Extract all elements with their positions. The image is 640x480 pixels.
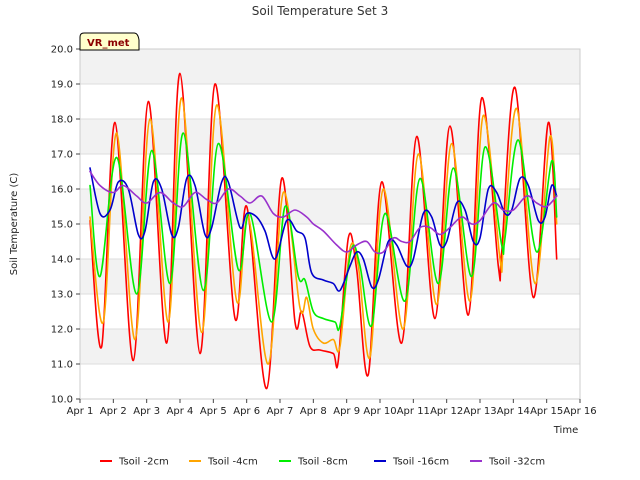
series-line-tsoil-8cm [89,132,558,332]
x-tick-label: Apr 1 [67,406,94,417]
x-tick-label: Apr 3 [133,406,160,417]
legend-label-tsoil-8cm: Tsoil -8cm [297,457,348,468]
x-tick-label: Apr 6 [233,406,260,417]
plot-band [80,84,580,119]
x-tick-label: Apr 16 [563,406,596,417]
plot-band [80,119,580,154]
plot-band [80,329,580,364]
y-tick-label: 10.0 [51,395,73,406]
series-line-tsoil-16cm [89,167,558,292]
x-tick-label: Apr 2 [100,406,127,417]
legend-label-tsoil-4cm: Tsoil -4cm [207,457,258,468]
y-tick-label: 13.0 [51,290,73,301]
x-axis-ticks: Apr 1 Apr 2 Apr 3 Apr 4 Apr 5 Apr 6 Apr 7 Apr 8… [67,399,597,417]
legend-label-tsoil-2cm: Tsoil -2cm [118,457,169,468]
plot-band [80,259,580,294]
y-tick-label: 19.0 [51,80,73,91]
y-axis-ticks: 10.0 11.0 12.0 13.0 14.0 15.0 16.0 17.0 18.0 19.0… [51,45,80,406]
x-tick-label: Apr 12 [430,406,463,417]
y-tick-label: 17.0 [51,150,73,161]
station-tag-box [79,32,140,51]
legend-label-tsoil-32cm: Tsoil -32cm [488,457,545,468]
x-tick-label: Apr 4 [167,406,194,417]
legend: Tsoil -2cm Tsoil -4cm Tsoil -8cm Tsoil -16c… [100,457,545,468]
series-line-tsoil-4cm [89,97,558,365]
y-tick-label: 15.0 [51,220,73,231]
x-tick-label: Apr 5 [200,406,227,417]
chart-title: Soil Temperature Set 3 [252,4,388,18]
legend-label-tsoil-16cm: Tsoil -16cm [392,457,449,468]
y-tick-label: 20.0 [51,45,73,56]
x-tick-label: Apr 7 [267,406,294,417]
x-axis-title: Time [553,425,578,436]
x-tick-label: Apr 8 [300,406,327,417]
plot-band [80,364,580,399]
x-tick-label: Apr 10 [363,406,396,417]
plot-band [80,154,580,189]
y-axis-title: Soil Temperature (C) [9,173,20,276]
x-tick-label: Apr 15 [530,406,563,417]
station-tag-label: VR_met [87,38,130,49]
plot-band [80,49,580,84]
plot-band [80,294,580,329]
y-tick-label: 14.0 [51,255,73,266]
x-tick-label: Apr 9 [333,406,360,417]
series-line-tsoil-32cm [89,170,558,255]
y-tick-label: 16.0 [51,185,73,196]
x-tick-label: Apr 13 [463,406,496,417]
y-tick-label: 12.0 [51,325,73,336]
station-tag: VR_met [79,32,140,51]
y-tick-label: 18.0 [51,115,73,126]
series-lines [89,72,558,390]
y-tick-label: 11.0 [51,360,73,371]
series-line-tsoil-2cm [89,72,558,390]
x-tick-label: Apr 11 [397,406,430,417]
x-tick-label: Apr 14 [497,406,530,417]
